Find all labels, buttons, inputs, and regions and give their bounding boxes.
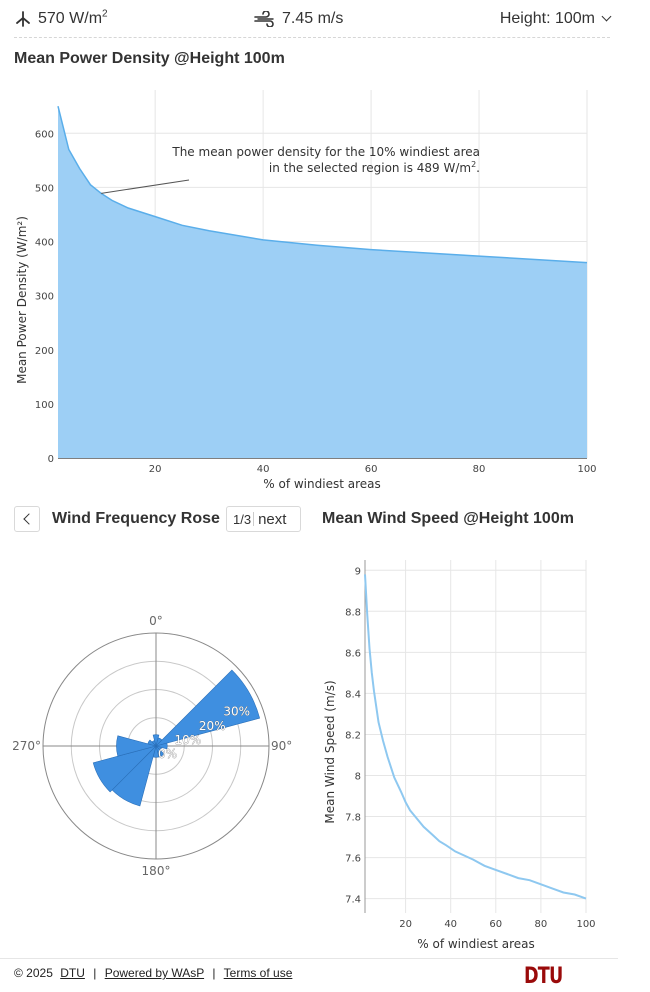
next-button-label: next [258, 510, 287, 528]
rose-sector [154, 669, 261, 747]
pager-divider [253, 512, 255, 526]
dtu-link[interactable]: DTU [60, 966, 85, 980]
power-density-y-label: Mean Power Density (W/m²) [15, 216, 29, 384]
power-density-x-label: % of windiest areas [263, 477, 380, 491]
copyright-text: © 2025 [14, 966, 53, 980]
x-tick-label: 40 [257, 464, 270, 475]
y-tick-label: 8.6 [345, 648, 361, 659]
rose-pager[interactable]: 1/3 next [226, 506, 301, 532]
wind-speed-y-label: Mean Wind Speed (m/s) [323, 680, 337, 823]
y-tick-label: 200 [35, 346, 54, 357]
height-selector-label: Height: 100m [499, 10, 595, 27]
x-tick-label: 20 [399, 919, 412, 930]
wind-speed-ticks: 7.4 7.6 7.8 8 8.2 8.4 8.6 8.8 9 20 40 60 80 100 [345, 566, 595, 930]
power-density-ticks: 0 100 200 300 400 500 600 20 40 60 80 100 [35, 129, 597, 475]
x-tick-label: 80 [473, 464, 486, 475]
wind-speed-line [364, 574, 587, 900]
rose-sector [152, 734, 160, 748]
y-tick-label: 400 [35, 238, 54, 249]
dtu-logo[interactable]: DTU [524, 964, 563, 989]
chevron-down-icon [601, 11, 612, 22]
x-tick-label: 100 [576, 919, 595, 930]
rose-direction-label: 0° [149, 614, 163, 628]
footer-separator: | [93, 966, 97, 980]
rose-ring-label: 10% [174, 733, 201, 747]
wind-speed-value: 7.45 m/s [282, 10, 344, 27]
footer-separator: | [212, 966, 216, 980]
x-tick-label: 80 [535, 919, 548, 930]
annotation-line-2-text: in the selected region is 489 W/m [269, 161, 471, 175]
x-tick-label: 100 [577, 464, 596, 475]
y-tick-label: 7.4 [345, 895, 361, 906]
power-density-stat: 570 W/m2 [14, 8, 108, 28]
page-indicator: 1/3 [233, 511, 252, 527]
wind-rose-sectors [92, 669, 261, 807]
rose-sector [116, 735, 158, 757]
power-density-unit-sup: 2 [102, 8, 108, 20]
rose-ring-label: 20% [199, 719, 226, 733]
y-tick-label: 500 [35, 183, 54, 194]
rose-sector [151, 740, 157, 748]
y-tick-label: 7.6 [345, 854, 361, 865]
power-density-chart: 0 100 200 300 400 500 600 20 40 60 80 100 The mean … [15, 90, 597, 491]
y-tick-label: 9 [355, 566, 361, 577]
x-tick-label: 60 [365, 464, 378, 475]
y-tick-label: 600 [35, 129, 54, 140]
x-tick-label: 60 [489, 919, 502, 930]
y-tick-label: 8 [355, 771, 361, 782]
rose-ring-label: 0% [158, 747, 177, 761]
powered-by-wasp-link[interactable]: Powered by WAsP [104, 966, 205, 980]
rose-ring-label: 30% [223, 705, 250, 719]
footer-divider [0, 958, 618, 959]
y-tick-label: 0 [48, 454, 54, 465]
annotation-line-2: in the selected region is 489 W/m2. [269, 160, 480, 175]
chevron-left-icon [23, 513, 35, 525]
wind-speed-x-label: % of windiest areas [417, 937, 534, 951]
annotation-sup: 2 [471, 160, 476, 169]
wind-rose-labels: 0° 90° 180° 270° 0%10%20%30% [12, 614, 292, 878]
rose-sector [154, 742, 168, 750]
rose-direction-label: 270° [12, 739, 41, 753]
x-tick-label: 20 [149, 464, 162, 475]
x-tick-label: 40 [444, 919, 457, 930]
power-density-line [57, 106, 588, 264]
wind-speed-title: Mean Wind Speed @Height 100m [322, 510, 574, 527]
terms-of-use-link[interactable]: Terms of use [223, 966, 293, 980]
y-tick-label: 7.8 [345, 813, 361, 824]
summary-bar: 570 W/m2 7.45 m/s Height: 100m [14, 6, 612, 38]
annotation-line-1: The mean power density for the 10% windi… [171, 145, 480, 159]
y-tick-label: 8.2 [345, 730, 361, 741]
wind-rose-title: Wind Frequency Rose [52, 510, 220, 527]
y-tick-label: 8.8 [345, 607, 361, 618]
rose-direction-label: 90° [271, 739, 292, 753]
rose-direction-label: 180° [142, 864, 171, 878]
wind-turbine-icon [16, 11, 30, 27]
wind-rose-chart: 0° 90° 180° 270° 0%10%20%30% [12, 614, 292, 878]
y-tick-label: 100 [35, 400, 54, 411]
height-selector[interactable]: Height: 100m [499, 10, 612, 28]
wind-icon [254, 11, 274, 27]
y-tick-label: 8.4 [345, 689, 361, 700]
wind-speed-chart: 7.4 7.6 7.8 8 8.2 8.4 8.6 8.8 9 20 40 60 80 100 % of … [323, 560, 596, 951]
previous-button[interactable] [14, 506, 40, 532]
footer: © 2025 DTU | Powered by WAsP | Terms of … [14, 966, 292, 980]
power-density-value: 570 W/m [38, 10, 103, 27]
power-density-title: Mean Power Density @Height 100m [14, 50, 285, 67]
annotation-end: . [476, 161, 480, 175]
annotation-pointer-line [101, 179, 190, 194]
rose-sector [147, 739, 158, 747]
wind-speed-grid [364, 560, 587, 913]
wind-speed-stat: 7.45 m/s [254, 10, 343, 28]
power-density-area [58, 106, 587, 458]
rose-sector [92, 745, 158, 793]
y-tick-label: 300 [35, 292, 54, 303]
